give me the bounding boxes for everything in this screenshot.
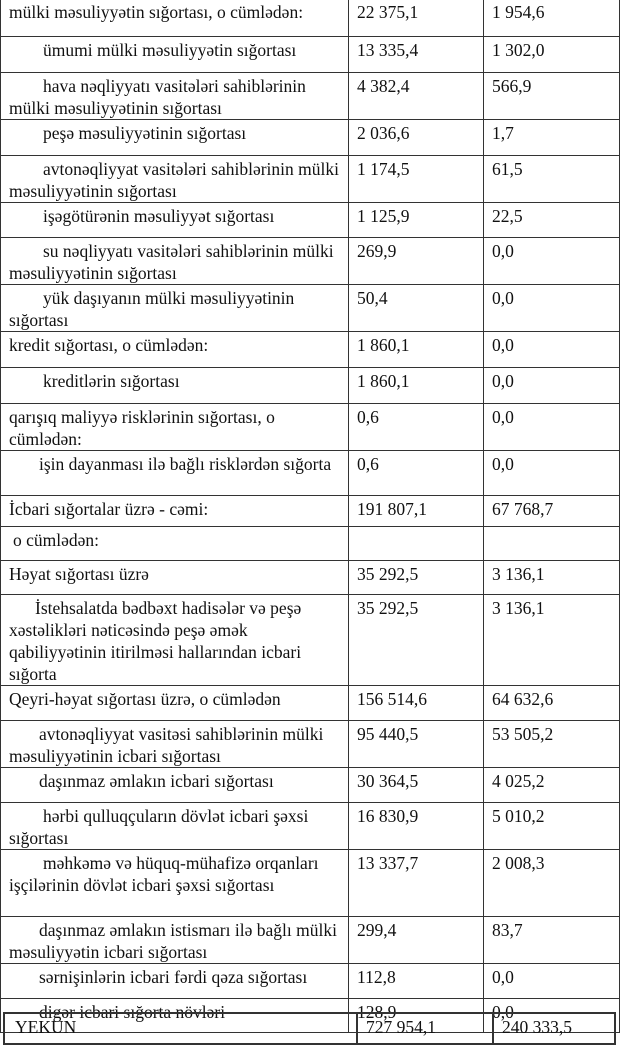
row-label: daşınmaz əmlakın istismarı ilə bağlı mül… — [0, 916, 349, 964]
row-label: kreditlərin sığortası — [0, 367, 349, 404]
row-label: su nəqliyyatı vasitələri sahiblərinin mü… — [0, 237, 349, 285]
table-row: kredit sığortası, o cümlədən: 1 860,1 0,0 — [0, 331, 620, 368]
row-value-2: 5 010,2 — [483, 802, 620, 850]
row-value-1: 35 292,5 — [348, 560, 484, 595]
row-value-2: 0,0 — [483, 450, 620, 496]
row-value-2: 1 954,6 — [483, 0, 620, 37]
table-row: işəgötürənin məsuliyyət sığortası 1 125,9… — [0, 202, 620, 238]
row-label: peşə məsuliyyətinin sığortası — [0, 119, 349, 156]
row-value-2: 2 008,3 — [483, 849, 620, 917]
row-value-1: 2 036,6 — [348, 119, 484, 156]
row-value-1: 112,8 — [348, 963, 484, 999]
row-value-2: 64 632,6 — [483, 685, 620, 721]
row-value-1: 0,6 — [348, 403, 484, 451]
row-label: hava nəqliyyatı vasitələri sahiblərinin … — [0, 72, 349, 120]
row-value-2: 53 505,2 — [483, 720, 620, 768]
row-value-2: 0,0 — [483, 284, 620, 332]
row-value-2: 1,7 — [483, 119, 620, 156]
table-row: yük daşıyanın mülki məsuliyyətinin sığor… — [0, 284, 620, 332]
row-label: yük daşıyanın mülki məsuliyyətinin sığor… — [0, 284, 349, 332]
row-label: Qeyri-həyat sığortası üzrə, o cümlədən — [0, 685, 349, 721]
table-row: peşə məsuliyyətinin sığortası 2 036,6 1,7 — [0, 119, 620, 156]
row-label: mülki məsuliyyətin sığortası, o cümlədən… — [0, 0, 349, 37]
table-row: daşınmaz əmlakın istismarı ilə bağlı mül… — [0, 916, 620, 964]
row-value-1: 191 807,1 — [348, 495, 484, 527]
table-row: daşınmaz əmlakın icbari sığortası 30 364,… — [0, 767, 620, 803]
table-row: İstehsalatda bədbəxt hadisələr və peşə x… — [0, 594, 620, 686]
row-value-2: 0,0 — [483, 237, 620, 285]
table-row: avtonəqliyyat vasitələri sahiblərinin mü… — [0, 155, 620, 203]
table-row: avtonəqliyyat vasitəsi sahiblərinin mülk… — [0, 720, 620, 768]
row-value-2: 3 136,1 — [483, 560, 620, 595]
row-label: ümumi mülki məsuliyyətin sığortası — [0, 36, 349, 73]
row-value-1: 30 364,5 — [348, 767, 484, 803]
row-value-1: 1 125,9 — [348, 202, 484, 238]
total-label: YEKUN — [3, 1012, 358, 1045]
row-value-1: 50,4 — [348, 284, 484, 332]
row-label: sərnişinlərin icbari fərdi qəza sığortas… — [0, 963, 349, 999]
row-value-1: 95 440,5 — [348, 720, 484, 768]
row-label: Həyat sığortası üzrə — [0, 560, 349, 595]
table-row: Həyat sığortası üzrə 35 292,5 3 136,1 — [0, 560, 620, 595]
row-value-1: 269,9 — [348, 237, 484, 285]
row-label: işəgötürənin məsuliyyət sığortası — [0, 202, 349, 238]
row-label: avtonəqliyyat vasitələri sahiblərinin mü… — [0, 155, 349, 203]
row-value-1: 1 174,5 — [348, 155, 484, 203]
insurance-table: mülki məsuliyyətin sığortası, o cümlədən… — [0, 0, 620, 1033]
row-value-2: 0,0 — [483, 367, 620, 404]
row-value-2: 566,9 — [483, 72, 620, 120]
row-label: işin dayanması ilə bağlı risklərdən sığo… — [0, 450, 349, 496]
total-table: YEKUN 727 954,1 240 333,5 — [3, 1012, 616, 1045]
row-value-2: 1 302,0 — [483, 36, 620, 73]
table-row: mülki məsuliyyətin sığortası, o cümlədən… — [0, 0, 620, 37]
row-value-1: 22 375,1 — [348, 0, 484, 37]
table-row: ümumi mülki məsuliyyətin sığortası 13 335… — [0, 36, 620, 73]
table-row: sərnişinlərin icbari fərdi qəza sığortas… — [0, 963, 620, 999]
row-value-2: 0,0 — [483, 963, 620, 999]
row-value-1: 35 292,5 — [348, 594, 484, 686]
table-row: hərbi qulluqçuların dövlət icbari şəxsi … — [0, 802, 620, 850]
row-value-1: 13 335,4 — [348, 36, 484, 73]
row-label: o cümlədən: — [0, 526, 349, 561]
row-value-1: 16 830,9 — [348, 802, 484, 850]
row-label: məhkəmə və hüquq-mühafizə orqanları işçi… — [0, 849, 349, 917]
row-label: qarışıq maliyyə risklərinin sığortası, o… — [0, 403, 349, 451]
row-value-2: 4 025,2 — [483, 767, 620, 803]
total-row: YEKUN 727 954,1 240 333,5 — [3, 1012, 616, 1045]
table-row: su nəqliyyatı vasitələri sahiblərinin mü… — [0, 237, 620, 285]
row-label: İcbari sığortalar üzrə - cəmi: — [0, 495, 349, 527]
table-row: məhkəmə və hüquq-mühafizə orqanları işçi… — [0, 849, 620, 917]
table-row: kreditlərin sığortası 1 860,1 0,0 — [0, 367, 620, 404]
row-value-2: 22,5 — [483, 202, 620, 238]
table-row: o cümlədən: — [0, 526, 620, 561]
row-value-2 — [483, 526, 620, 561]
table-row: qarışıq maliyyə risklərinin sığortası, o… — [0, 403, 620, 451]
row-value-1: 4 382,4 — [348, 72, 484, 120]
row-value-1: 1 860,1 — [348, 331, 484, 368]
table-row: hava nəqliyyatı vasitələri sahiblərinin … — [0, 72, 620, 120]
total-value-1: 727 954,1 — [356, 1012, 494, 1045]
row-value-2: 83,7 — [483, 916, 620, 964]
row-value-1: 0,6 — [348, 450, 484, 496]
total-value-2: 240 333,5 — [492, 1012, 616, 1045]
row-label: İstehsalatda bədbəxt hadisələr və peşə x… — [0, 594, 349, 686]
table-row: işin dayanması ilə bağlı risklərdən sığo… — [0, 450, 620, 496]
row-value-1: 13 337,7 — [348, 849, 484, 917]
row-value-1 — [348, 526, 484, 561]
row-value-2: 0,0 — [483, 331, 620, 368]
row-value-1: 299,4 — [348, 916, 484, 964]
row-label: avtonəqliyyat vasitəsi sahiblərinin mülk… — [0, 720, 349, 768]
row-value-2: 3 136,1 — [483, 594, 620, 686]
row-label: hərbi qulluqçuların dövlət icbari şəxsi … — [0, 802, 349, 850]
row-label: kredit sığortası, o cümlədən: — [0, 331, 349, 368]
row-value-2: 61,5 — [483, 155, 620, 203]
row-value-1: 1 860,1 — [348, 367, 484, 404]
row-value-2: 0,0 — [483, 403, 620, 451]
row-value-2: 67 768,7 — [483, 495, 620, 527]
table-row: Qeyri-həyat sığortası üzrə, o cümlədən 15… — [0, 685, 620, 721]
row-value-1: 156 514,6 — [348, 685, 484, 721]
table-row: İcbari sığortalar üzrə - cəmi: 191 807,1 6… — [0, 495, 620, 527]
row-label: daşınmaz əmlakın icbari sığortası — [0, 767, 349, 803]
